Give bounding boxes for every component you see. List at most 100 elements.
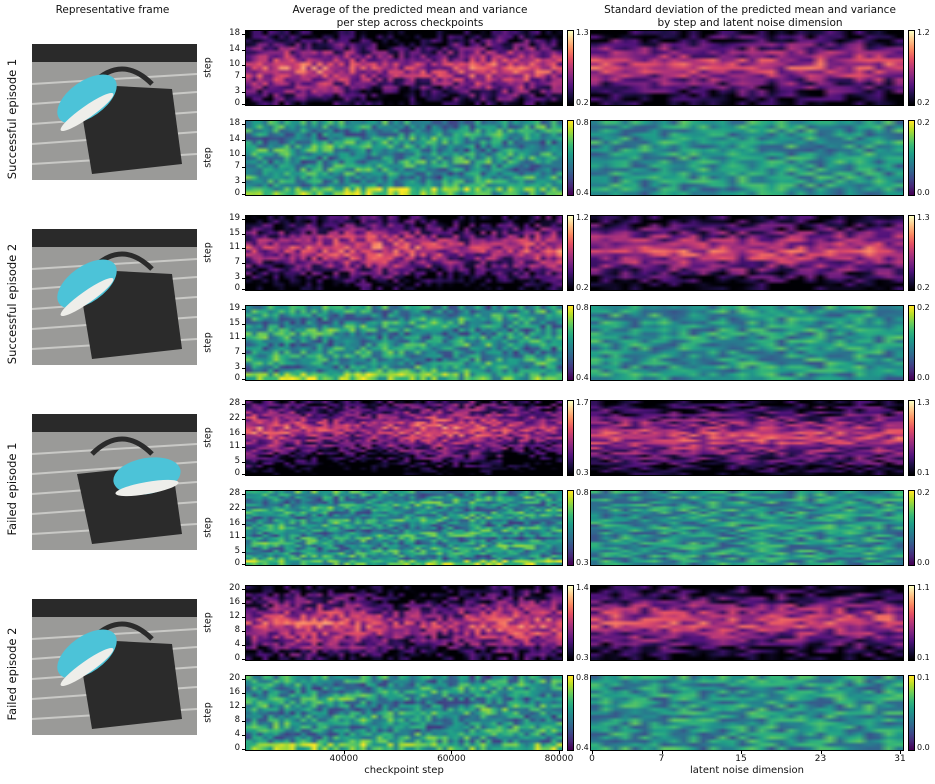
- colorbar-min-label: 0.2: [917, 283, 930, 292]
- heatmap-panel: [590, 585, 904, 661]
- y-tick-label: 16: [229, 428, 240, 438]
- colorbar-max-label: 1.7: [576, 398, 589, 407]
- y-tick-label: 14: [229, 43, 240, 54]
- row-label-episode: Failed episode 1: [5, 442, 19, 536]
- y-tick-mark: [242, 379, 245, 380]
- y-tick-label: 12: [229, 701, 240, 711]
- y-axis-label: step: [202, 517, 214, 538]
- heatmap-cells: [591, 676, 903, 750]
- y-tick-label: 0: [234, 283, 240, 293]
- colorbar-gradient: [909, 216, 914, 290]
- y-tick-mark: [242, 524, 245, 525]
- y-tick-mark: [242, 679, 245, 680]
- y-tick-label: 0: [234, 98, 240, 108]
- y-tick-label: 8: [234, 715, 240, 725]
- y-tick-label: 3: [234, 86, 240, 97]
- y-tick-label: 18: [229, 28, 240, 38]
- colorbar-min-label: 0.4: [576, 743, 589, 752]
- x-tick-label: 0: [589, 754, 595, 764]
- colorbar: [908, 490, 915, 566]
- y-tick-mark: [242, 139, 245, 141]
- y-tick-label: 7: [234, 347, 240, 358]
- representative-frame: [32, 414, 197, 550]
- heatmap-panel: [590, 675, 904, 751]
- y-tick-mark: [242, 194, 245, 195]
- colorbar: [567, 675, 574, 751]
- colorbar-max-label: 1.2: [917, 28, 930, 37]
- y-tick-mark: [242, 631, 245, 632]
- y-axis-label: step: [202, 242, 214, 263]
- y-tick-label: 0: [234, 373, 240, 383]
- y-tick-label: 0: [234, 653, 240, 663]
- y-tick-label: 4: [234, 729, 240, 739]
- y-tick-mark: [242, 749, 245, 750]
- colorbar-gradient: [909, 401, 914, 475]
- y-axis-label: step: [202, 427, 214, 448]
- y-tick-mark: [242, 367, 245, 369]
- y-tick-mark: [242, 721, 245, 722]
- heatmap-cells: [246, 586, 562, 660]
- y-tick-mark: [242, 404, 245, 405]
- y-tick-label: 8: [234, 625, 240, 635]
- y-tick-mark: [242, 474, 245, 475]
- std-title-line2: by step and latent noise dimension: [657, 17, 843, 29]
- y-tick-mark: [242, 434, 245, 435]
- x-tick-mark: [559, 751, 560, 754]
- y-tick-mark: [242, 124, 245, 125]
- heatmap-cells: [591, 216, 903, 290]
- y-tick-mark: [242, 309, 245, 310]
- y-tick-label: 0: [234, 743, 240, 753]
- column-title-average: Average of the predicted mean and varian…: [230, 4, 590, 30]
- x-tick-label: 23: [814, 754, 827, 764]
- colorbar-min-label: 0.1: [917, 653, 930, 662]
- y-tick-label: 0: [234, 558, 240, 568]
- representative-frame: [32, 229, 197, 365]
- y-axis-label: step: [202, 332, 214, 353]
- y-axis-label: step: [202, 612, 214, 633]
- row-label-episode: Successful episode 2: [5, 243, 19, 365]
- colorbar-gradient: [909, 31, 914, 105]
- y-tick-mark: [242, 353, 245, 355]
- colorbar-min-label: 0.0: [917, 373, 930, 382]
- heatmap-panel: [590, 400, 904, 476]
- y-tick-label: 15: [229, 227, 240, 238]
- heatmap-cells: [591, 121, 903, 195]
- y-tick-label: 20: [229, 583, 240, 593]
- x-tick-label: 15: [735, 754, 747, 764]
- y-tick-mark: [242, 323, 245, 325]
- colorbar-max-label: 0.2: [917, 118, 930, 127]
- colorbar-min-label: 0.0: [917, 743, 930, 752]
- colorbar-max-label: 0.8: [576, 303, 589, 312]
- x-tick-mark: [343, 751, 345, 754]
- colorbar-gradient: [909, 676, 914, 750]
- y-tick-label: 19: [229, 213, 240, 223]
- heatmap-cells: [591, 306, 903, 380]
- heatmap-panel: [245, 400, 563, 476]
- y-tick-label: 12: [229, 611, 240, 621]
- y-tick-label: 11: [229, 242, 240, 253]
- colorbar-max-label: 1.1: [917, 583, 930, 592]
- y-tick-label: 16: [229, 687, 240, 697]
- y-tick-mark: [242, 536, 245, 538]
- colorbar-min-label: 0.0: [917, 558, 930, 567]
- heatmap-panel: [590, 490, 904, 566]
- y-tick-label: 0: [234, 468, 240, 478]
- colorbar-min-label: 0.3: [576, 558, 589, 567]
- y-tick-label: 14: [229, 133, 240, 144]
- heatmap-cells: [246, 676, 562, 750]
- x-tick-mark: [451, 751, 453, 754]
- heatmap-cells: [591, 401, 903, 475]
- x-tick-mark: [820, 751, 822, 754]
- x-tick-label: 31: [894, 754, 906, 764]
- y-tick-label: 7: [234, 70, 240, 81]
- colorbar: [908, 305, 915, 381]
- y-tick-label: 4: [234, 639, 240, 649]
- y-tick-mark: [242, 49, 245, 51]
- colorbar-min-label: 0.4: [576, 373, 589, 382]
- y-tick-label: 20: [229, 673, 240, 683]
- heatmap-cells: [246, 401, 562, 475]
- colorbar-max-label: 0.8: [576, 488, 589, 497]
- y-tick-mark: [242, 461, 245, 463]
- colorbar-min-label: 0.2: [576, 283, 589, 292]
- y-tick-label: 3: [234, 176, 240, 187]
